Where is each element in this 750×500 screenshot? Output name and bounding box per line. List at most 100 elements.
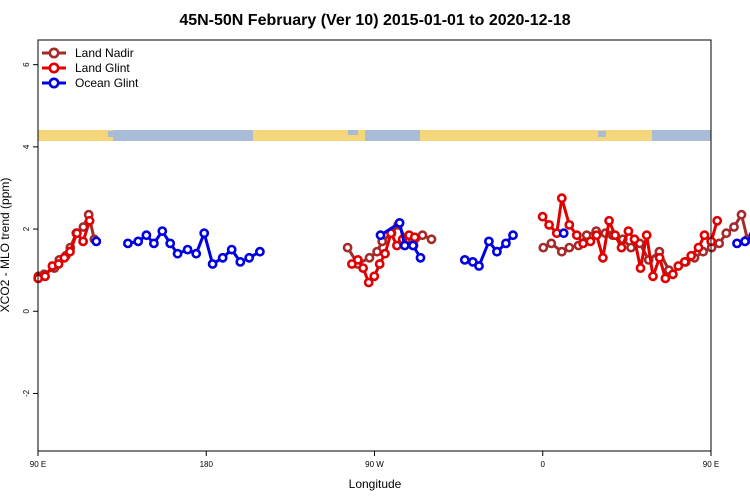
data-point: [364, 252, 375, 263]
data-point: [635, 263, 646, 273]
legend-marker: [48, 77, 60, 89]
data-point: [59, 252, 70, 263]
data-point: [556, 193, 567, 204]
legend-item: Land Glint: [42, 61, 130, 75]
x-tick-label: 180: [200, 460, 214, 469]
legend-label: Land Glint: [75, 61, 130, 75]
data-point: [610, 230, 620, 241]
data-point: [673, 261, 684, 271]
x-tick-label: 90 E: [703, 460, 719, 469]
data-point: [72, 228, 82, 239]
data-point: [591, 230, 602, 241]
data-point: [721, 228, 732, 239]
band-segment: [652, 130, 711, 141]
data-point: [564, 219, 575, 230]
data-point: [157, 226, 168, 236]
band-detail: [108, 131, 120, 137]
data-point: [374, 259, 385, 269]
data-point: [556, 246, 567, 257]
data-point: [380, 248, 390, 259]
data-point: [91, 236, 102, 247]
data-point: [629, 234, 640, 245]
data-point: [544, 219, 554, 230]
data-point: [358, 263, 368, 273]
band-detail: [415, 133, 420, 141]
data-point: [736, 209, 747, 220]
chart-title: 45N-50N February (Ver 10) 2015-01-01 to …: [179, 12, 570, 29]
data-point: [415, 252, 426, 263]
legend-item: Land Nadir: [42, 46, 134, 60]
band-detail: [255, 131, 261, 141]
data-point: [417, 230, 428, 241]
data-point: [500, 238, 511, 249]
data-point: [693, 242, 704, 253]
data-point: [699, 230, 710, 241]
legend-label: Ocean Glint: [75, 76, 139, 90]
data-point: [732, 238, 742, 249]
data-point: [352, 254, 363, 265]
data-point: [235, 256, 246, 267]
data-point: [226, 244, 237, 255]
band-segment: [420, 130, 652, 141]
data-point: [133, 236, 144, 247]
data-point: [616, 242, 627, 253]
data-point: [65, 246, 75, 257]
data-point: [53, 259, 64, 269]
data-point: [668, 269, 678, 280]
data-point: [369, 271, 380, 282]
legend-marker: [48, 62, 60, 74]
legend-label: Land Nadir: [75, 46, 134, 60]
data-point: [714, 238, 725, 249]
band-segment: [365, 130, 420, 141]
data-point: [207, 259, 218, 269]
data-point: [182, 244, 193, 255]
data-point: [623, 226, 634, 236]
data-point: [391, 240, 402, 251]
data-point: [244, 252, 255, 263]
data-point: [712, 215, 723, 226]
x-tick-label: 0: [541, 460, 546, 469]
data-point: [408, 240, 418, 251]
y-tick-label: -2: [22, 389, 31, 397]
y-tick-label: 0: [22, 308, 31, 313]
x-axis-label: Longitude: [349, 477, 402, 491]
data-point: [564, 242, 575, 253]
data-point: [598, 252, 608, 263]
data-point: [538, 242, 549, 253]
legend-marker: [48, 47, 60, 59]
series-layer: [33, 193, 750, 288]
data-point: [571, 230, 582, 241]
data-point: [626, 242, 636, 253]
data-point: [654, 252, 665, 263]
x-tick-label: 90 E: [30, 460, 46, 469]
data-point: [342, 242, 353, 253]
data-point: [399, 240, 410, 251]
data-point: [537, 211, 548, 222]
data-point: [686, 250, 697, 261]
band-detail: [598, 131, 606, 137]
y-tick-label: 6: [22, 62, 31, 67]
y-tick-label: 4: [22, 144, 31, 149]
data-point: [254, 246, 265, 257]
land-ocean-band: [38, 130, 711, 141]
data-point: [165, 238, 176, 249]
axes: 90 E 180 90 W 0 90 E -2 0 2 4 6: [22, 62, 719, 469]
data-point: [363, 277, 374, 288]
data-point: [375, 230, 386, 241]
data-point: [546, 238, 557, 249]
data-point: [740, 236, 750, 247]
data-point: [508, 230, 518, 241]
data-point: [84, 215, 95, 226]
data-point: [172, 248, 183, 259]
band-segment: [253, 130, 365, 141]
data-point: [426, 234, 437, 245]
data-point: [123, 238, 133, 249]
data-point: [679, 256, 690, 267]
data-point: [729, 222, 739, 232]
data-point: [474, 261, 484, 271]
data-point: [148, 238, 159, 249]
band-detail: [348, 130, 358, 135]
data-point: [585, 236, 596, 247]
data-point: [40, 271, 50, 282]
